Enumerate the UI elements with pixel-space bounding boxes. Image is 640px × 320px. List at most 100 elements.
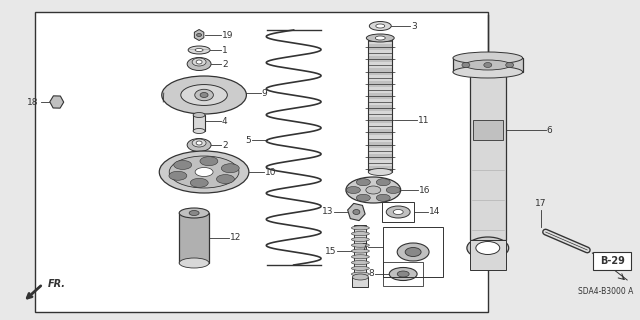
Ellipse shape (351, 243, 369, 247)
Ellipse shape (190, 178, 208, 187)
Bar (369, 75, 392, 81)
Ellipse shape (196, 60, 202, 64)
Bar (35, 12, 488, 312)
Ellipse shape (181, 84, 227, 106)
Ellipse shape (346, 177, 401, 203)
Bar (369, 99, 392, 105)
Bar (470, 240, 506, 270)
Ellipse shape (397, 243, 429, 261)
Bar (382, 202, 414, 222)
Ellipse shape (506, 62, 514, 68)
Text: 13: 13 (322, 207, 333, 217)
Ellipse shape (195, 49, 203, 52)
Ellipse shape (200, 92, 208, 98)
Ellipse shape (189, 211, 199, 215)
Bar (193, 115, 205, 131)
Ellipse shape (366, 34, 394, 42)
Ellipse shape (192, 58, 206, 66)
Ellipse shape (179, 208, 209, 218)
Bar (383, 262, 423, 286)
Bar (369, 38, 392, 172)
Ellipse shape (353, 274, 369, 280)
Ellipse shape (188, 46, 210, 54)
Text: 8: 8 (369, 269, 374, 278)
Ellipse shape (193, 129, 205, 133)
Text: 9: 9 (262, 89, 268, 98)
Ellipse shape (351, 266, 369, 270)
Ellipse shape (366, 186, 381, 194)
Text: 18: 18 (28, 98, 39, 107)
Text: 14: 14 (429, 207, 440, 217)
Bar (369, 135, 392, 141)
Bar (179, 213, 209, 263)
Text: 5: 5 (245, 135, 251, 145)
Ellipse shape (462, 62, 470, 68)
Bar (473, 120, 503, 140)
Ellipse shape (169, 171, 187, 180)
Text: 15: 15 (325, 246, 337, 255)
Ellipse shape (467, 237, 509, 259)
Text: B-29: B-29 (600, 256, 625, 266)
Ellipse shape (351, 272, 369, 276)
Ellipse shape (484, 62, 492, 68)
Ellipse shape (405, 247, 421, 257)
Ellipse shape (192, 139, 206, 147)
Ellipse shape (351, 255, 369, 259)
Text: 12: 12 (230, 234, 241, 243)
Text: FR.: FR. (48, 279, 66, 289)
Ellipse shape (397, 271, 409, 277)
Ellipse shape (200, 157, 218, 166)
Ellipse shape (346, 187, 360, 194)
Bar (369, 166, 392, 172)
Bar (369, 129, 392, 135)
Bar (369, 56, 392, 62)
Bar (453, 58, 523, 72)
Ellipse shape (356, 194, 371, 201)
Text: SDA4-B3000 A: SDA4-B3000 A (577, 287, 633, 297)
Bar (369, 160, 392, 166)
Bar (353, 277, 369, 287)
Ellipse shape (387, 187, 400, 194)
Ellipse shape (169, 156, 239, 188)
Bar (369, 81, 392, 87)
Ellipse shape (353, 210, 360, 214)
Text: 10: 10 (265, 167, 276, 177)
Bar (470, 72, 506, 240)
Bar (369, 50, 392, 56)
Text: 2: 2 (222, 60, 228, 68)
Bar (369, 154, 392, 160)
Ellipse shape (174, 160, 192, 169)
Bar (369, 117, 392, 123)
Ellipse shape (389, 268, 417, 281)
Ellipse shape (351, 226, 369, 230)
Bar (383, 227, 443, 277)
Text: 19: 19 (222, 30, 234, 39)
Bar (369, 105, 392, 111)
Text: 4: 4 (222, 116, 228, 125)
Ellipse shape (376, 179, 390, 186)
Ellipse shape (187, 139, 211, 151)
Bar (369, 111, 392, 117)
Ellipse shape (393, 210, 403, 214)
Ellipse shape (351, 237, 369, 242)
Ellipse shape (196, 34, 202, 36)
Ellipse shape (159, 151, 249, 193)
Ellipse shape (387, 206, 410, 218)
Ellipse shape (356, 179, 371, 186)
Ellipse shape (376, 24, 385, 28)
Text: 11: 11 (418, 116, 429, 124)
Ellipse shape (195, 89, 213, 101)
Text: 2: 2 (222, 140, 228, 149)
Text: 7: 7 (362, 243, 367, 252)
Ellipse shape (453, 52, 523, 64)
Bar (369, 87, 392, 93)
Ellipse shape (179, 258, 209, 268)
Ellipse shape (187, 58, 211, 70)
Ellipse shape (221, 164, 239, 173)
Ellipse shape (216, 175, 234, 184)
Bar (355, 225, 366, 277)
Ellipse shape (376, 194, 390, 201)
Ellipse shape (351, 249, 369, 253)
Ellipse shape (453, 66, 523, 78)
Bar (369, 62, 392, 68)
